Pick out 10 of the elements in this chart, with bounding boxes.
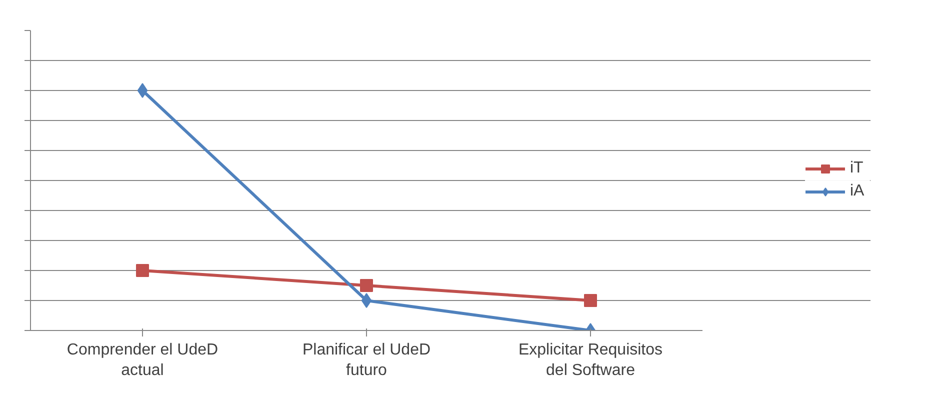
legend-label: iA <box>850 182 866 200</box>
point <box>136 264 149 277</box>
point <box>360 279 373 292</box>
x-tick-label: Comprender el UdeD actual <box>66 342 218 379</box>
legend-label: iT <box>850 160 864 178</box>
x-tick-label: Planificar el UdeD futuro <box>302 342 431 379</box>
point <box>361 293 372 308</box>
point <box>584 294 597 307</box>
x-tick-label: Explicitar Requisitos del Software <box>518 342 663 379</box>
point <box>137 83 148 98</box>
